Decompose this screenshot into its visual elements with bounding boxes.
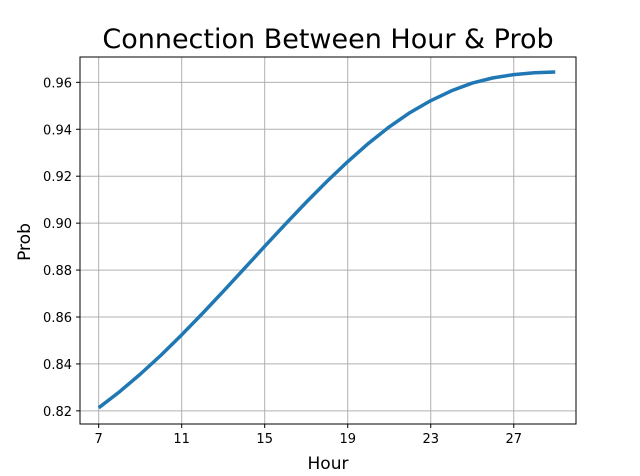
y-tick-label-7: 0.96 — [43, 76, 72, 91]
chart-title: Connection Between Hour & Prob — [102, 24, 553, 55]
x-tick-label-0: 7 — [95, 432, 103, 447]
y-tick-label-0: 0.82 — [43, 405, 72, 420]
y-tick-label-5: 0.92 — [43, 170, 72, 185]
series-layer — [97, 70, 556, 410]
y-tick-label-1: 0.84 — [43, 358, 72, 373]
y-tick-label-6: 0.94 — [43, 123, 72, 138]
x-tick-label-3: 19 — [339, 432, 356, 447]
y-axis-label: Prob — [15, 223, 35, 261]
x-tick-label-2: 15 — [256, 432, 273, 447]
ticks: 7 11 15 19 23 27 0.82 0.84 0.86 0.88 0.90 0.92 0.94 0… — [43, 76, 522, 447]
x-axis-label: Hour — [308, 454, 349, 474]
y-tick-label-2: 0.86 — [43, 311, 72, 326]
series-line-0 — [97, 70, 556, 410]
x-tick-label-4: 23 — [422, 432, 439, 447]
gridlines — [80, 57, 576, 424]
x-tick-label-5: 27 — [505, 432, 522, 447]
plot-frame — [79, 56, 577, 425]
y-tick-label-3: 0.88 — [43, 264, 72, 279]
y-tick-label-4: 0.90 — [43, 217, 72, 232]
x-tick-label-1: 11 — [173, 432, 190, 447]
